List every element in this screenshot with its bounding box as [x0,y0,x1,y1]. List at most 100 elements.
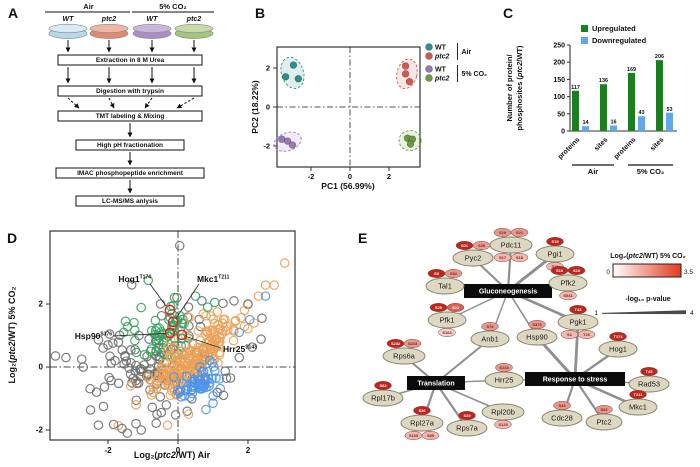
y-tick-label: 0 [39,363,44,372]
scatter-point [207,357,218,368]
condition-label: Air [83,2,94,11]
phosphosite-badge-label: T45 [646,369,654,374]
pca-point [406,140,415,148]
scatter-point [142,372,153,382]
scatter-point [165,375,176,386]
phosphosite-badge-label: T26 [583,332,591,337]
scatter-point [108,419,119,430]
phosphosite-badge [595,405,613,414]
legend-dot [425,65,433,73]
scatter-point [161,363,172,373]
scatter-point [170,410,181,420]
scatter-point [211,373,221,383]
workflow-step-label: Digestion with trypsin [96,88,164,95]
edge-width-scale [602,310,686,315]
scatter-point [85,405,96,415]
scatter-point [155,299,166,309]
bar-value-label: 136 [599,78,608,84]
y-tick-label: 50 [557,111,565,118]
phosphosite-badge [481,322,499,331]
e-width-legend-max: 4 [690,310,694,317]
scatter-point [187,377,198,387]
network-node-Rps7a [446,419,488,437]
annotation-line [112,333,166,337]
bar-downregulated [638,116,645,131]
highlighted-point [167,316,179,328]
bar-value-label: 53 [666,107,672,113]
network-node-Tal1 [425,277,465,295]
network-node-Pgk1 [557,313,599,331]
scatter-point [146,390,157,400]
scatter-point [106,375,116,386]
phosphosite-badge-label: S36 [418,408,426,413]
downregulated-legend-label: Downregulated [592,36,647,45]
scatter-point [179,356,190,367]
x-tick-label: -2 [308,172,315,181]
network-node-label: Pgk1 [569,318,586,327]
genotype-label: WT [147,16,159,23]
phosphosite-badge [438,328,456,337]
scatter-point [208,314,218,324]
phosphosite-badge-label: S19 [499,230,507,235]
scatter-point [118,327,129,338]
c-y-axis-label-line1: Number of protein/ [505,54,514,122]
scatter-point [148,387,159,398]
scatter-point [176,341,187,351]
y-tick-label: 2 [266,64,270,73]
scatter-point [93,420,104,430]
phosphosite-badge-label: S105 [409,433,419,438]
scatter-point [120,316,131,327]
workflow-step-box [75,195,185,207]
phosphosite-badge-label: S29 [435,305,443,310]
phosphosite-badge-label: S376 [532,322,542,327]
scatter-point [178,378,188,389]
phosphosite-badge [444,269,463,278]
scatter-point [188,382,199,392]
scatter-point [243,299,253,309]
scatter-point [167,369,177,380]
scatter-point [257,313,267,323]
network-node-label: Pfk1 [439,316,454,325]
scatter-point [125,381,136,391]
legend-condition-label: Air [462,49,472,56]
phosphosite-badge [528,320,546,329]
scatter-point [253,291,264,301]
scatter-point [208,391,218,401]
scatter-point [129,325,140,335]
network-node-Cdc28 [541,409,583,427]
color-scale-bar [612,263,682,278]
phosphosite-badge-label: S39 [478,243,486,248]
flow-arrow [176,97,195,109]
scatter-point [175,366,186,377]
scatter-point [166,352,177,362]
scatter-point [256,334,266,344]
scatter-point [234,352,245,363]
network-hub-translation [407,376,465,390]
network-node-Anb1 [470,330,510,348]
downregulated-legend-swatch [581,37,588,44]
scatter-point [260,291,271,301]
scatter-point [187,388,198,399]
scatter-point [247,342,258,352]
flow-arrow [67,97,80,109]
phosphosite-badge-label: S233 [408,341,418,346]
pca-point [401,62,410,70]
scatter-point [108,338,118,348]
upregulated-legend-swatch [581,25,588,32]
genotype-label: ptc2 [186,16,202,23]
pca-point [405,77,414,86]
workflow-step-box [55,167,205,179]
bar-value-label: 117 [571,85,580,91]
x-tick-label: 0 [176,446,181,455]
scatter-point [169,372,179,382]
network-node-Rad53 [628,375,670,393]
scatter-point [103,340,113,350]
scatter-point [61,352,71,363]
network-node-Rpl27a [400,414,444,432]
network-node-Pfk2 [548,274,588,292]
scatter-point [164,380,174,391]
upregulated-legend-label: Upregulated [592,24,636,33]
scatter-point [209,297,220,308]
e-color-legend-title: Log₂(ptc2/WT) 5% CO₂ [610,253,685,260]
network-hub-gluconeogenesis [464,284,552,298]
